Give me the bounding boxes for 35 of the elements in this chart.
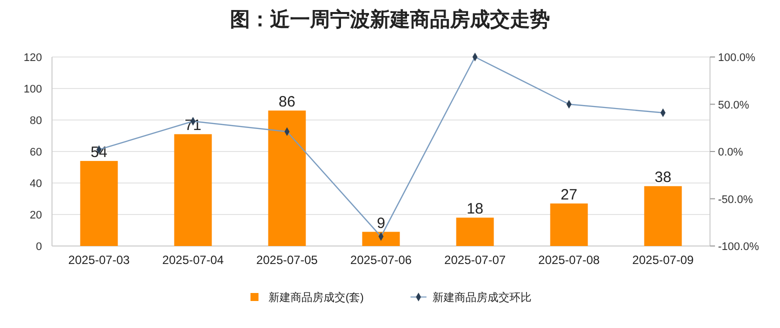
bar <box>644 186 682 246</box>
y2-tick-label: 100.0% <box>718 52 756 64</box>
data-label: 9 <box>376 214 386 232</box>
bar <box>268 110 306 246</box>
y2-tick-label: 0.0% <box>718 146 744 158</box>
data-label: 27 <box>560 186 578 204</box>
data-label: 54 <box>90 144 108 161</box>
bar <box>80 160 118 246</box>
chart-title: 图：近一周宁波新建商品房成交走势 <box>230 8 550 31</box>
data-label: 18 <box>466 200 484 218</box>
y-tick-label: 0 <box>36 241 42 253</box>
x-tick-label: 2025-07-06 <box>350 253 412 267</box>
y2-tick-label: -100.0% <box>718 241 760 253</box>
y2-tick-label: 50.0% <box>718 99 750 112</box>
x-tick-label: 2025-07-08 <box>538 253 600 267</box>
legend-label: 新建商品房成交(套) <box>268 291 364 304</box>
x-tick-label: 2025-07-03 <box>68 253 130 267</box>
data-label: 38 <box>654 169 672 186</box>
x-tick-label: 2025-07-09 <box>632 253 694 267</box>
y2-tick-label: -50.0% <box>718 194 754 206</box>
y-tick-label: 20 <box>30 210 42 222</box>
bar <box>362 232 400 246</box>
y-tick-label: 40 <box>30 178 42 190</box>
y-tick-label: 120 <box>24 52 42 64</box>
legend-label: 新建商品房成交环比 <box>432 291 532 304</box>
data-label: 86 <box>278 94 296 111</box>
bar <box>550 203 588 246</box>
y-tick-label: 60 <box>30 146 42 158</box>
bar <box>456 218 494 246</box>
y-tick-label: 80 <box>30 115 42 127</box>
y-tick-label: 100 <box>24 84 42 96</box>
x-tick-label: 2025-07-05 <box>256 253 318 267</box>
x-tick-label: 2025-07-04 <box>162 253 224 267</box>
bar <box>174 134 212 246</box>
x-tick-label: 2025-07-07 <box>444 253 506 267</box>
